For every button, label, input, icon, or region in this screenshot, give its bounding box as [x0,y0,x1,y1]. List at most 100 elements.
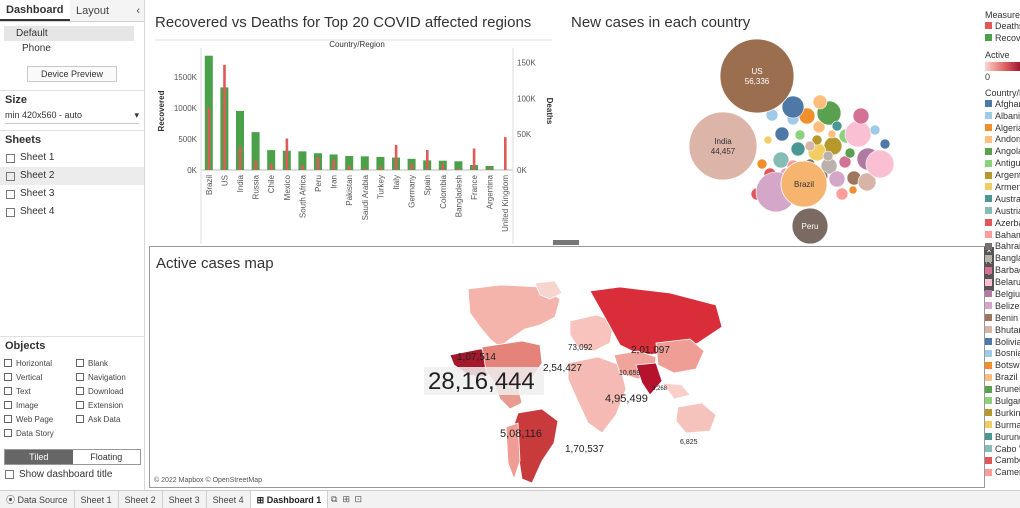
legend-label: Angola [995,146,1020,157]
country-legend-item[interactable]: Albania [985,110,1020,122]
show-title-option[interactable]: Show dashboard title [0,469,145,480]
collapse-icon[interactable]: ‹ [136,4,140,17]
splitter-handle[interactable] [553,240,579,245]
country-legend-item[interactable]: Burma [985,419,1020,431]
country-legend-item[interactable]: Brunei [985,383,1020,395]
tab-layout[interactable]: Layout ‹ [70,0,144,21]
country-legend-item[interactable]: Austria [985,205,1020,217]
device-default[interactable]: Default [4,26,134,41]
object-item[interactable]: Data Story [4,427,76,439]
country-legend-item[interactable]: Algeria [985,122,1020,134]
country-legend-item[interactable]: Burkina Faso [985,407,1020,419]
legend-label: Australia [995,193,1020,204]
object-icon [76,359,84,367]
bar-deaths [441,163,445,170]
legend-label: Bahrain [995,241,1020,252]
object-item[interactable]: Vertical [4,371,76,383]
sheet-item-2[interactable]: Sheet 2 [0,167,144,185]
bubble-chart-title: New cases in each country [571,14,751,31]
active-cases-map[interactable]: 1,07,514 28,16,444 2,54,427 73,092 2,01,097 4… [150,247,984,487]
object-label: Extension [88,400,124,410]
device-phone[interactable]: Phone [22,43,51,54]
country-legend-item[interactable]: Bulgaria [985,395,1020,407]
country-legend-item[interactable]: Benin [985,312,1020,324]
object-icon [4,401,12,409]
sheet-item-3[interactable]: Sheet 3 [0,185,144,203]
measure-legend-item[interactable]: Recovered [985,32,1020,44]
object-item[interactable]: Navigation [76,371,148,383]
object-item[interactable]: Download [76,385,148,397]
bar-deaths [254,160,257,170]
country-legend-item[interactable]: Brazil [985,371,1020,383]
object-icon [4,373,12,381]
country-legend-item[interactable]: Bahamas [985,229,1020,241]
object-item[interactable]: Ask Data [76,413,148,425]
country-legend-item[interactable]: Azerbaijan [985,217,1020,229]
object-item[interactable]: Blank [76,357,148,369]
object-item[interactable]: Image [4,399,76,411]
bottom-tab-sheet-4[interactable]: Sheet 4 [207,490,251,508]
country-legend-item[interactable]: Bangladesh [985,252,1020,264]
tiled-button[interactable]: Tiled [5,450,73,464]
size-select[interactable]: min 420x560 - auto ▾ [5,110,139,124]
country-bubble [844,120,872,148]
object-item[interactable]: Text [4,385,76,397]
country-legend-item[interactable]: Andorra [985,133,1020,145]
country-legend-item[interactable]: Cameroon [985,466,1020,478]
bar-deaths [472,148,476,170]
tiled-floating-toggle: Tiled Floating [4,449,141,465]
object-item[interactable]: Web Page [4,413,76,425]
legend-swatch [985,421,992,429]
country-legend-item[interactable]: Bhutan [985,324,1020,336]
legend-swatch [985,171,992,179]
country-legend-item[interactable]: Australia [985,193,1020,205]
india-region [635,362,663,396]
close-icon[interactable]: ✕ [986,248,992,255]
new-story-icon[interactable]: ⊡ [354,494,362,504]
measure-legend-item[interactable]: Deaths [985,20,1020,32]
object-item[interactable]: Horizontal [4,357,76,369]
country-legend-item[interactable]: Bolivia [985,336,1020,348]
object-item[interactable]: Extension [76,399,148,411]
country-legend-item[interactable]: Armenia [985,181,1020,193]
country-legend-item[interactable]: Afghanistan [985,98,1020,110]
country-legend-item[interactable]: Cabo Verde [985,443,1020,455]
sheet-item-4[interactable]: Sheet 4 [0,203,144,221]
sheets-title: Sheets [0,130,144,149]
country-legend-item[interactable]: Antigua and Barbuda [985,157,1020,169]
bottom-tab-sheet-3[interactable]: Sheet 3 [163,490,207,508]
floating-button[interactable]: Floating [90,452,123,462]
country-legend-item[interactable]: Bosnia and Herzegovina [985,347,1020,359]
legend-swatch [985,34,992,42]
country-legend-item[interactable]: Argentina [985,169,1020,181]
legend-swatch [985,385,992,393]
country-legend-item[interactable]: Belgium [985,288,1020,300]
legend-swatch [985,22,992,30]
legend-label: Bulgaria [995,395,1020,406]
country-legend-item[interactable]: Cambodia [985,455,1020,467]
new-sheet-icon[interactable]: ⧉ [331,494,338,504]
country-legend-item[interactable]: Burundi [985,431,1020,443]
legend-label: Burkina Faso [995,407,1020,418]
bottom-tab-sheet-1[interactable]: Sheet 1 [75,490,119,508]
x-tick-label: Peru [314,175,323,192]
tab-data-source[interactable]: ⦿ Data Source [0,490,75,508]
device-preview-button[interactable]: Device Preview [27,66,117,82]
legend-label: Benin [995,312,1019,323]
country-legend-item[interactable]: Bahrain [985,240,1020,252]
new-dashboard-icon[interactable]: ⊞ [342,494,350,504]
country-legend-item[interactable]: Angola [985,145,1020,157]
sheet-item-1[interactable]: Sheet 1 [0,149,144,167]
legend-swatch [985,456,992,464]
bottom-tab-sheet-2[interactable]: Sheet 2 [119,490,163,508]
country-legend-item[interactable]: Botswana [985,359,1020,371]
pop-out-icon[interactable]: ⇱ [986,259,992,266]
map-value-label: 1,70,537 [565,444,604,455]
bottom-tab-dashboard-1[interactable]: ⊞ Dashboard 1 [250,490,329,508]
tab-dashboard[interactable]: Dashboard [0,0,70,21]
map-frame[interactable]: Active cases map 1,07,514 28,16,444 2,54,4… [149,246,985,488]
country-legend-item[interactable]: Belarus [985,276,1020,288]
country-legend-item[interactable]: Barbados [985,264,1020,276]
country-legend-item[interactable]: Belize [985,300,1020,312]
checkbox-icon[interactable] [5,470,14,479]
